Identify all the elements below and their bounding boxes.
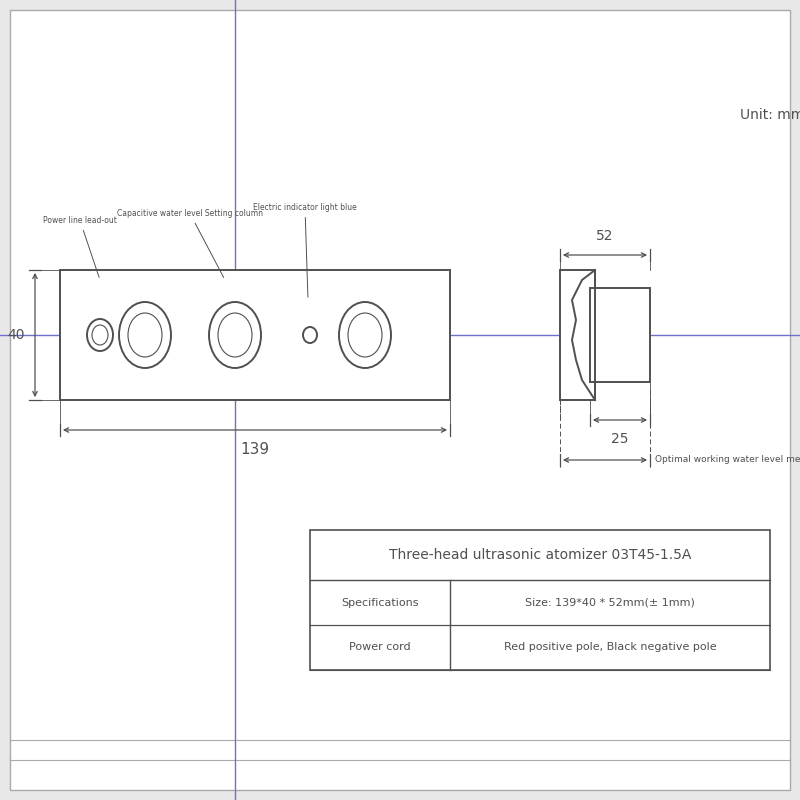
Text: 25: 25 — [611, 432, 629, 446]
Ellipse shape — [209, 302, 261, 368]
Text: Specifications: Specifications — [342, 598, 418, 607]
Text: Power line lead-out: Power line lead-out — [43, 216, 117, 278]
Text: Size: 139*40 * 52mm(± 1mm): Size: 139*40 * 52mm(± 1mm) — [525, 598, 695, 607]
Text: 40: 40 — [7, 328, 25, 342]
Bar — [60, 270, 450, 400]
Ellipse shape — [119, 302, 171, 368]
Ellipse shape — [303, 327, 317, 343]
Text: Capacitive water level Setting column: Capacitive water level Setting column — [117, 209, 263, 278]
Bar — [590, 288, 650, 382]
Bar — [310, 530, 770, 670]
Text: Unit: mm: Unit: mm — [740, 108, 800, 122]
Text: Power cord: Power cord — [349, 642, 411, 653]
Ellipse shape — [218, 313, 252, 357]
Text: 52: 52 — [596, 229, 614, 243]
Text: Optimal working water level measurement: Optimal working water level measurement — [655, 455, 800, 465]
Ellipse shape — [92, 325, 108, 345]
Text: Red positive pole, Black negative pole: Red positive pole, Black negative pole — [504, 642, 716, 653]
Ellipse shape — [339, 302, 391, 368]
Text: 139: 139 — [241, 442, 270, 457]
Ellipse shape — [348, 313, 382, 357]
Ellipse shape — [128, 313, 162, 357]
Ellipse shape — [87, 319, 113, 351]
Text: Electric indicator light blue: Electric indicator light blue — [253, 203, 357, 298]
Text: Three-head ultrasonic atomizer 03T45-1.5A: Three-head ultrasonic atomizer 03T45-1.5… — [389, 548, 691, 562]
Bar — [560, 270, 595, 400]
